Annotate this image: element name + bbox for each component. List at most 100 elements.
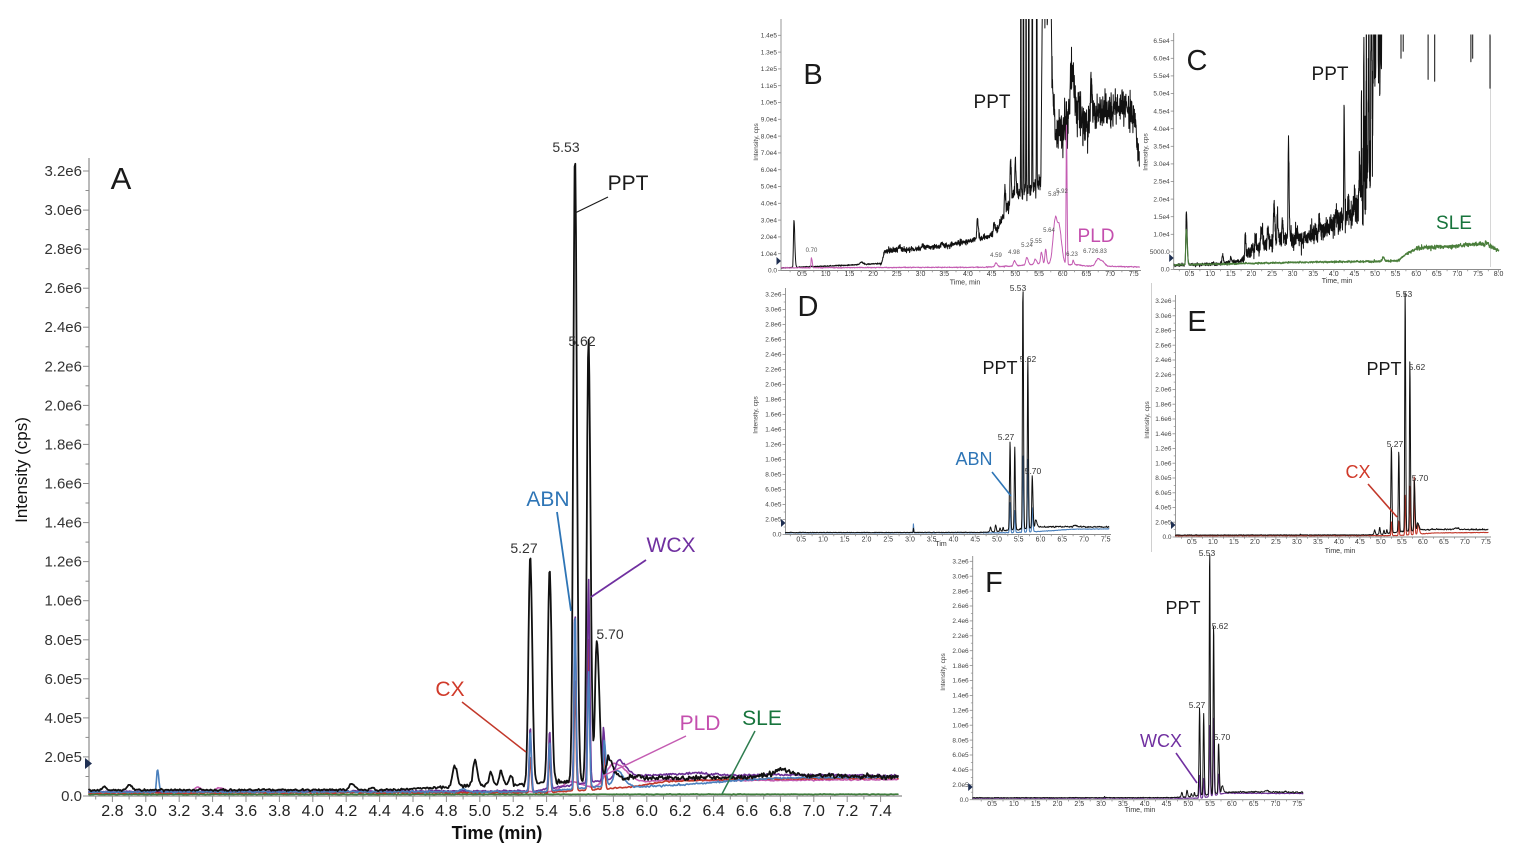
svg-text:8.0e4: 8.0e4 [761,133,778,140]
svg-text:8.0e5: 8.0e5 [1155,475,1172,482]
svg-text:1.0: 1.0 [1009,801,1019,808]
svg-text:6.5: 6.5 [1249,801,1259,808]
svg-text:Time, min: Time, min [1125,807,1156,814]
svg-text:4.4: 4.4 [368,803,390,820]
svg-text:6.0: 6.0 [1411,271,1421,278]
svg-text:3.8: 3.8 [268,803,290,820]
svg-text:6.0: 6.0 [1227,801,1237,808]
svg-text:2.2e6: 2.2e6 [952,633,969,640]
svg-text:6.0: 6.0 [1058,271,1068,278]
svg-text:6.6: 6.6 [736,803,758,820]
svg-text:0.5: 0.5 [1185,271,1195,278]
svg-text:5.0: 5.0 [1010,271,1020,278]
svg-text:4.0e5: 4.0e5 [1155,505,1172,512]
svg-text:3.0: 3.0 [1288,271,1298,278]
svg-text:2.5: 2.5 [892,271,902,278]
svg-text:WCX: WCX [647,534,696,557]
svg-text:5.2: 5.2 [502,803,524,820]
svg-text:1.5: 1.5 [840,537,850,544]
svg-text:2.0e6: 2.0e6 [952,648,969,655]
svg-text:2.4e6: 2.4e6 [952,618,969,625]
svg-text:5.5: 5.5 [1034,271,1044,278]
svg-text:2.8e6: 2.8e6 [952,588,969,595]
svg-text:5.55: 5.55 [1030,239,1042,245]
svg-text:4.0: 4.0 [1140,801,1150,808]
svg-text:0.0: 0.0 [772,532,781,539]
svg-text:Intensity (cps): Intensity (cps) [12,417,31,523]
svg-text:1.0: 1.0 [1205,271,1215,278]
svg-text:2.2e6: 2.2e6 [765,367,782,374]
svg-text:3.0e6: 3.0e6 [952,573,969,580]
svg-text:1.4e6: 1.4e6 [765,427,782,434]
svg-text:1.0: 1.0 [1208,539,1218,546]
svg-text:1.0e6: 1.0e6 [44,593,82,610]
svg-text:0.5: 0.5 [796,537,806,544]
svg-text:2.6e6: 2.6e6 [44,280,82,297]
svg-text:2.0e5: 2.0e5 [44,749,82,766]
svg-text:2.0e6: 2.0e6 [765,382,782,389]
svg-text:PLD: PLD [1078,226,1115,247]
svg-text:2.0e5: 2.0e5 [765,517,782,524]
svg-text:7.2: 7.2 [836,803,858,820]
svg-text:5.8: 5.8 [602,803,624,820]
svg-text:Intensity, cps: Intensity, cps [940,653,947,691]
svg-text:6.5: 6.5 [1082,271,1092,278]
svg-text:2.8e6: 2.8e6 [1155,328,1172,335]
svg-text:1.0e4: 1.0e4 [761,251,778,258]
svg-text:4.5e4: 4.5e4 [1153,108,1170,115]
svg-text:3.5: 3.5 [1313,539,1323,546]
svg-text:2.0: 2.0 [1250,539,1260,546]
svg-text:4.0: 4.0 [1329,271,1339,278]
svg-text:5.53: 5.53 [1010,283,1027,293]
svg-text:5.53: 5.53 [1199,548,1216,558]
svg-text:1.8e6: 1.8e6 [44,436,82,453]
svg-text:2.2e6: 2.2e6 [44,358,82,375]
svg-text:0.70: 0.70 [806,248,818,254]
svg-text:6.0e5: 6.0e5 [44,671,82,688]
svg-text:2.0e5: 2.0e5 [952,782,969,789]
svg-text:1.4e6: 1.4e6 [44,515,82,532]
svg-text:0.5: 0.5 [1187,539,1197,546]
svg-text:4.0e5: 4.0e5 [765,502,782,509]
svg-text:5.24: 5.24 [1021,243,1033,249]
svg-text:5.70: 5.70 [1025,466,1042,476]
svg-text:5.62: 5.62 [1020,354,1037,364]
svg-text:5.27: 5.27 [1189,700,1206,710]
svg-text:1.0: 1.0 [818,537,828,544]
svg-text:6.5: 6.5 [1432,271,1442,278]
svg-text:7.0: 7.0 [1460,539,1470,546]
svg-text:Tim: Tim [935,541,947,548]
svg-text:1.2e6: 1.2e6 [1155,446,1172,453]
svg-text:6.72: 6.72 [1083,249,1095,255]
svg-text:6.83: 6.83 [1095,249,1107,255]
svg-text:1.4e6: 1.4e6 [952,693,969,700]
svg-text:3.0: 3.0 [135,803,157,820]
svg-text:4.98: 4.98 [1008,250,1020,256]
svg-text:5.5: 5.5 [1014,537,1024,544]
svg-text:5.0: 5.0 [1370,271,1380,278]
svg-text:3.2: 3.2 [168,803,190,820]
svg-text:5000.0: 5000.0 [1150,249,1170,256]
svg-text:2.4e6: 2.4e6 [765,352,782,359]
svg-text:1.5: 1.5 [1229,539,1239,546]
svg-text:2.0: 2.0 [868,271,878,278]
svg-text:4.5: 4.5 [1355,539,1365,546]
svg-text:Time, min: Time, min [1322,278,1353,285]
svg-text:1.0e6: 1.0e6 [952,722,969,729]
svg-text:6.0e5: 6.0e5 [765,487,782,494]
svg-text:3.5: 3.5 [927,537,937,544]
svg-text:3.0e6: 3.0e6 [44,202,82,219]
svg-text:1.2e5: 1.2e5 [761,66,778,73]
svg-text:2.0: 2.0 [1053,801,1063,808]
svg-text:4.0: 4.0 [1334,539,1344,546]
svg-text:1.0: 1.0 [821,271,831,278]
svg-text:7.5: 7.5 [1101,537,1111,544]
svg-text:0.5: 0.5 [987,801,997,808]
svg-text:6.0e4: 6.0e4 [1153,56,1170,63]
svg-text:1.0e4: 1.0e4 [1153,232,1170,239]
svg-text:D: D [798,291,819,323]
svg-text:PPT: PPT [1165,598,1200,618]
svg-text:2.0e4: 2.0e4 [1153,196,1170,203]
svg-text:SLE: SLE [1436,213,1472,234]
svg-text:1.0e6: 1.0e6 [765,457,782,464]
